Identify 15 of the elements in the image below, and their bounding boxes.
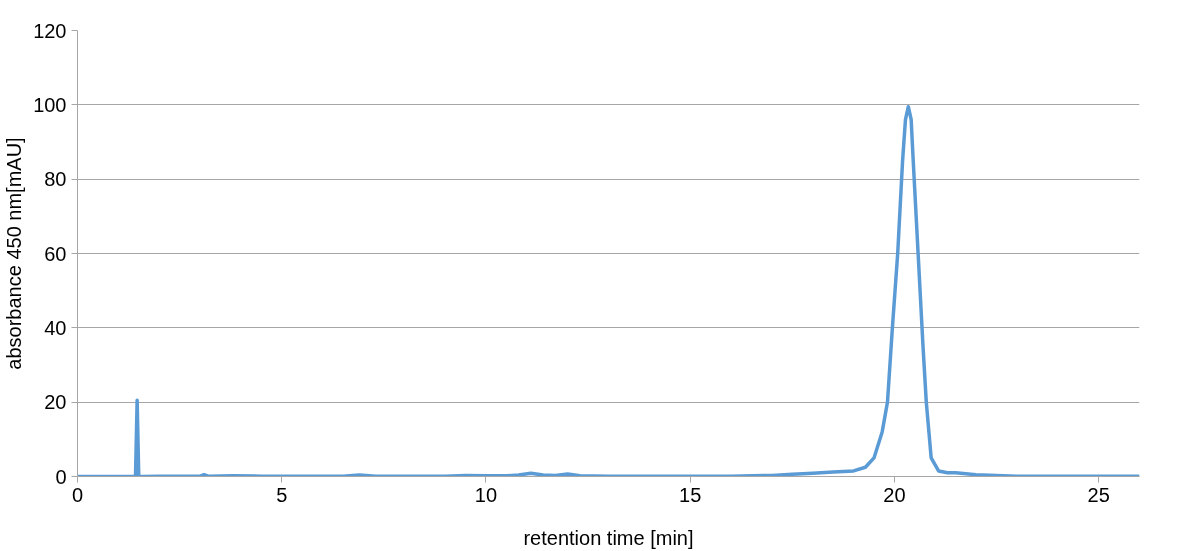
x-tick-label: 10 xyxy=(474,483,498,506)
y-tick-label: 0 xyxy=(55,465,67,488)
x-tick-label: 15 xyxy=(679,483,702,506)
y-tick-label: 80 xyxy=(44,168,67,191)
y-tick-label: 60 xyxy=(44,242,67,265)
x-tick-label: 25 xyxy=(1087,483,1110,506)
x-tick-label: 5 xyxy=(276,483,288,506)
y-tick-label: 20 xyxy=(44,391,67,414)
y-tick-label: 40 xyxy=(44,316,67,339)
y-axis-title: absorbance 450 nm[mAU] xyxy=(3,137,26,370)
x-axis-title: retention time [min] xyxy=(523,526,694,549)
x-tick-label: 20 xyxy=(883,483,906,506)
y-tick-label: 100 xyxy=(33,93,67,116)
y-tick-label: 120 xyxy=(33,19,67,42)
x-tick-label: 0 xyxy=(71,483,84,506)
